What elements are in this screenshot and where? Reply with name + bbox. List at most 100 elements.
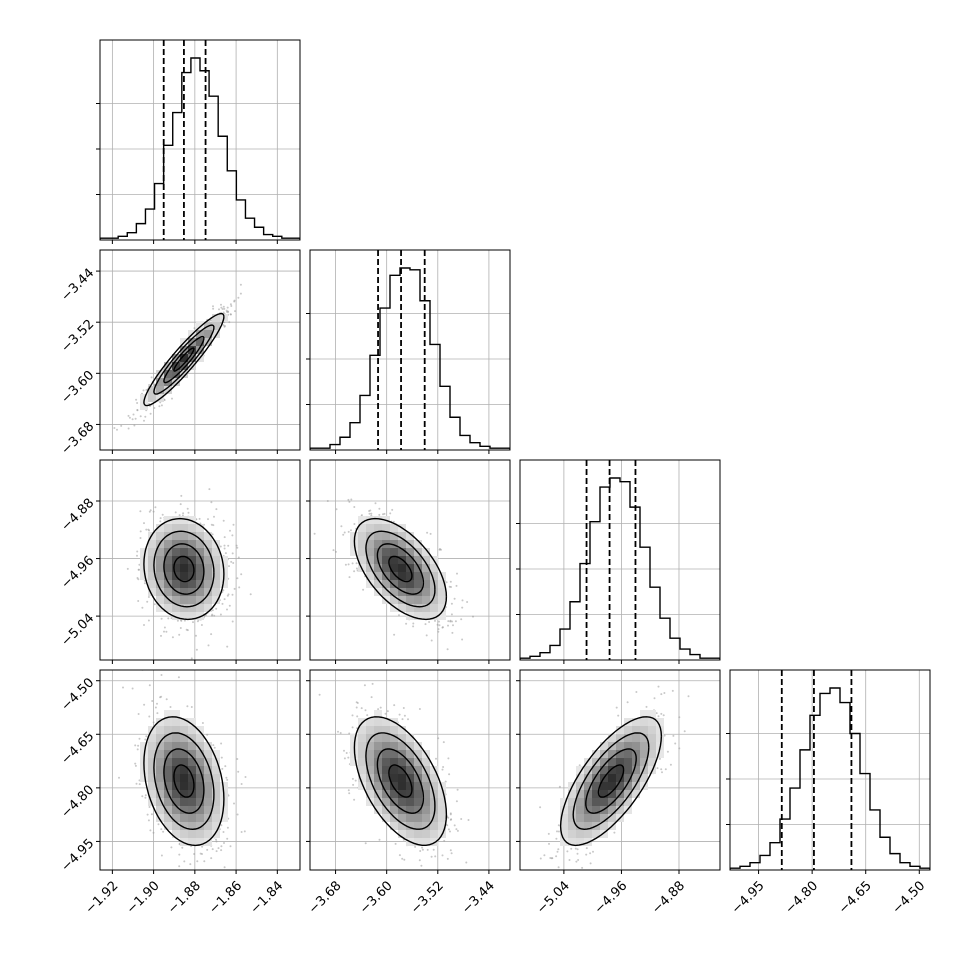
scatter-point	[472, 615, 474, 618]
scatter-point	[230, 305, 233, 307]
density-cell	[422, 822, 430, 830]
scatter-point	[139, 510, 142, 513]
density-cell	[576, 838, 584, 846]
scatter-point	[392, 520, 395, 523]
density-cell	[648, 750, 656, 758]
density-cell	[196, 838, 204, 846]
density-cell	[188, 362, 196, 370]
density-cell	[414, 798, 422, 806]
density-cell	[398, 726, 406, 734]
scatter-point	[236, 546, 239, 549]
scatter-point	[425, 634, 428, 637]
scatter-point	[137, 578, 140, 581]
scatter-point	[353, 506, 356, 508]
density-cell	[366, 790, 374, 798]
density-cell	[188, 798, 196, 806]
scatter-point	[450, 602, 453, 605]
density-cell	[382, 588, 390, 596]
density-cell	[414, 612, 422, 620]
histogram-3	[730, 687, 930, 870]
density-cell	[188, 726, 196, 734]
density-cell	[164, 556, 172, 564]
scatter-point	[555, 837, 558, 840]
density-cell	[624, 726, 632, 734]
scatter-point	[223, 307, 226, 310]
scatter-point	[134, 764, 137, 767]
scatter-point	[558, 785, 561, 788]
density-cell	[180, 346, 188, 354]
density-cell	[398, 734, 406, 742]
scatter-point	[351, 726, 354, 729]
density-cell	[568, 814, 576, 822]
scatter-point	[467, 819, 470, 821]
density-cell	[188, 564, 196, 572]
density-cell	[212, 766, 220, 774]
panel-frame	[309, 459, 511, 661]
x-tick-label: −1.90	[124, 878, 163, 917]
y-tick-label: −3.60	[59, 368, 98, 407]
scatter-point	[221, 767, 224, 770]
density-cell	[398, 548, 406, 556]
density-cell	[640, 742, 648, 750]
scatter-point	[355, 562, 358, 565]
scatter-point	[196, 860, 199, 863]
scatter-point	[378, 507, 381, 510]
scatter-point	[158, 405, 161, 408]
density-cell	[398, 758, 406, 766]
density-cell	[366, 556, 374, 564]
scatter-point	[132, 413, 135, 416]
density-cell	[382, 556, 390, 564]
y-tick-label: −4.50	[59, 675, 98, 714]
density-cell	[196, 726, 204, 734]
density-cell	[624, 782, 632, 790]
scatter-point	[169, 706, 172, 708]
density-cell	[560, 798, 568, 806]
scatter-point	[213, 515, 215, 518]
scatter-point	[438, 620, 440, 623]
density-cell	[414, 814, 422, 822]
density-cell	[188, 830, 196, 838]
scatter-point	[153, 603, 156, 606]
density-cell	[164, 758, 172, 766]
scatter-point	[210, 501, 213, 504]
density-cell	[172, 516, 180, 524]
density-cell	[438, 806, 446, 814]
density-cell	[220, 782, 228, 790]
scatter-point	[656, 767, 659, 770]
density-cell	[204, 564, 212, 572]
panel-3-1: −3.68 −3.60 −3.52 −3.44	[306, 669, 511, 917]
density-cell	[366, 524, 374, 532]
scatter-point	[149, 412, 152, 415]
scatter-point	[190, 706, 193, 708]
density-cell	[204, 540, 212, 548]
scatter-point	[137, 713, 140, 715]
density-cell	[374, 726, 382, 734]
scatter-point	[645, 705, 648, 708]
density-cell	[180, 588, 188, 596]
scatter-point	[182, 512, 185, 515]
scatter-point	[178, 633, 181, 636]
density-cell	[204, 572, 212, 580]
scatter-point	[447, 828, 450, 831]
density-cell	[180, 354, 188, 362]
scatter-point	[378, 838, 381, 841]
scatter-point	[672, 734, 675, 737]
scatter-point	[211, 848, 214, 851]
density-cell	[358, 516, 366, 524]
scatter-point	[660, 768, 663, 771]
density-cell	[374, 516, 382, 524]
density-cell	[164, 588, 172, 596]
scatter-point	[176, 619, 179, 622]
scatter-point	[351, 714, 354, 717]
scatter-point	[160, 695, 163, 698]
density-cell	[390, 774, 398, 782]
density-cell	[220, 814, 228, 822]
contour-level-2	[365, 530, 436, 608]
scatter-point	[455, 584, 458, 587]
scatter-point	[230, 560, 233, 563]
density-cell	[156, 766, 164, 774]
contour-level-2	[572, 732, 650, 831]
scatter-point	[426, 848, 429, 851]
scatter-point	[437, 737, 440, 740]
scatter-point	[570, 847, 573, 850]
